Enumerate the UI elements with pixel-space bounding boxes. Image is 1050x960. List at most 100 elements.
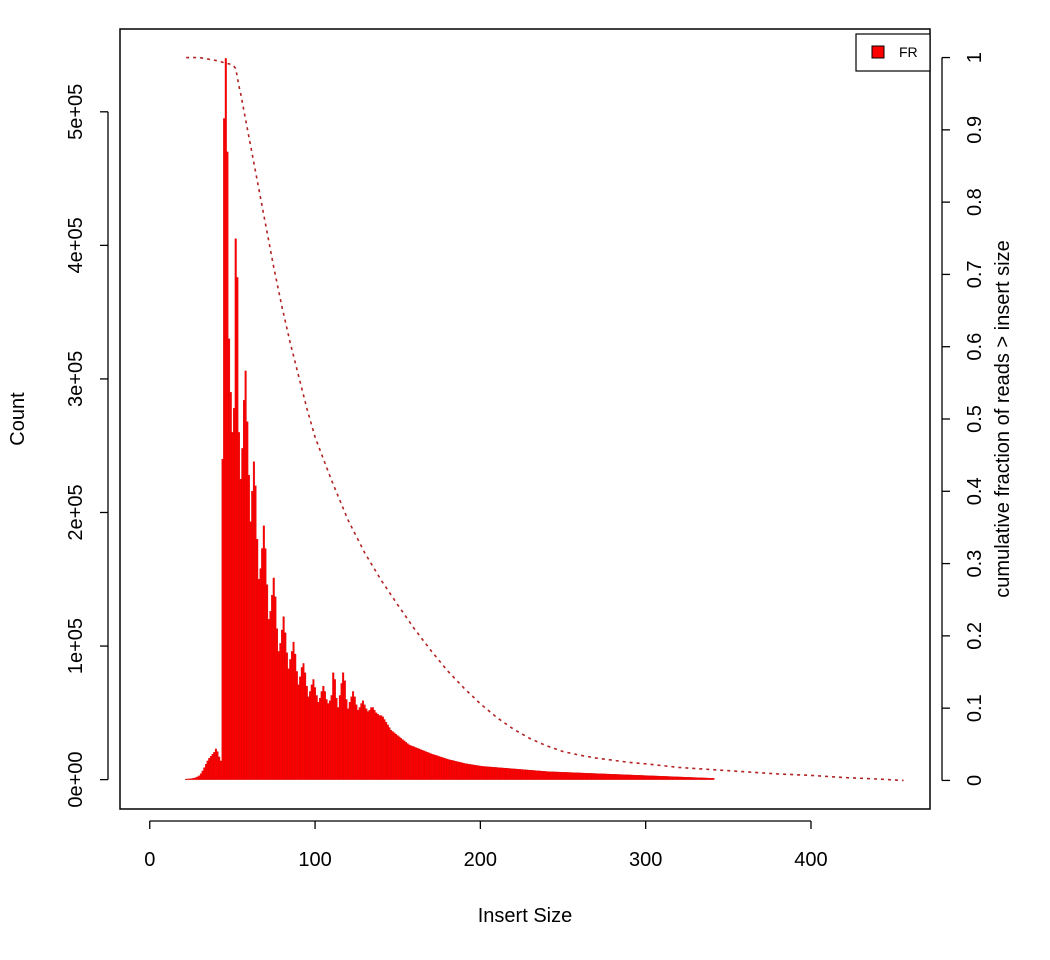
histogram-bar bbox=[469, 764, 472, 780]
histogram-bar bbox=[236, 277, 239, 780]
histogram-bar bbox=[333, 679, 336, 780]
histogram-bar bbox=[676, 776, 679, 780]
histogram-bar bbox=[522, 769, 525, 780]
histogram-bar bbox=[464, 763, 467, 780]
histogram-bar bbox=[400, 738, 402, 780]
histogram-bar bbox=[401, 739, 404, 780]
histogram-bar bbox=[571, 772, 574, 780]
histogram-bar bbox=[213, 752, 216, 780]
histogram-bar bbox=[547, 771, 550, 780]
y2-tick-label: 0.4 bbox=[964, 477, 986, 505]
histogram-bar bbox=[393, 732, 396, 780]
histogram-bar bbox=[299, 676, 302, 780]
histogram-bar bbox=[423, 750, 426, 780]
histogram-bar bbox=[662, 776, 665, 780]
histogram-bar bbox=[216, 751, 219, 780]
histogram-bar bbox=[314, 687, 317, 780]
histogram-bar bbox=[690, 777, 693, 780]
histogram-bar bbox=[479, 765, 482, 780]
histogram-bar bbox=[319, 697, 321, 780]
histogram-bar bbox=[524, 769, 526, 780]
y-tick-label: 3e+05 bbox=[65, 351, 87, 407]
histogram-bar bbox=[404, 742, 407, 780]
histogram-bar bbox=[378, 715, 381, 780]
histogram-bar bbox=[509, 768, 512, 780]
histogram-bar bbox=[322, 685, 325, 780]
histogram-bar bbox=[565, 772, 568, 780]
histogram-bar bbox=[657, 775, 660, 780]
y-tick-label: 2e+05 bbox=[65, 484, 87, 540]
histogram-bar bbox=[459, 762, 462, 780]
histogram-bar bbox=[492, 767, 495, 780]
histogram-bar bbox=[596, 773, 599, 780]
histogram-bar bbox=[449, 759, 452, 780]
histogram-bar bbox=[489, 766, 492, 780]
histogram-bar bbox=[289, 659, 292, 780]
histogram-bar bbox=[552, 771, 555, 780]
histogram-bar bbox=[560, 771, 563, 780]
histogram-bar bbox=[416, 748, 419, 780]
x-tick-label: 0 bbox=[144, 849, 155, 871]
histogram-bar bbox=[586, 773, 589, 780]
histogram-bar bbox=[624, 774, 627, 780]
histogram-bar bbox=[581, 772, 584, 780]
histogram-bar bbox=[446, 758, 449, 780]
histogram-bar bbox=[274, 596, 277, 780]
y-axis-title: Count bbox=[7, 392, 29, 446]
histogram-bar bbox=[651, 775, 654, 780]
histogram-bar bbox=[206, 760, 209, 780]
histogram-bar bbox=[636, 775, 639, 780]
histogram-bar bbox=[648, 775, 650, 780]
histogram-bar bbox=[591, 773, 594, 780]
histogram-bar bbox=[537, 770, 540, 780]
histogram-bar bbox=[500, 767, 503, 780]
x-axis-title: Insert Size bbox=[478, 905, 572, 927]
histogram-bar bbox=[614, 774, 617, 780]
histogram-bar bbox=[485, 766, 488, 780]
y-axis-right: 0 0.1 0.2 0.3 0.4 0.5 0.6 0.7 0.8 0.9 1 bbox=[941, 52, 986, 786]
histogram-bar bbox=[300, 667, 303, 780]
histogram-bar bbox=[456, 761, 459, 780]
histogram-bar bbox=[366, 711, 369, 780]
x-axis: 0 100 200 300 400 bbox=[144, 820, 828, 871]
histogram-bar bbox=[340, 683, 343, 780]
histogram-bar bbox=[403, 740, 406, 780]
histogram-bar bbox=[629, 774, 632, 780]
histogram-bar bbox=[621, 774, 624, 780]
histogram-bar bbox=[601, 773, 604, 780]
histogram-bar bbox=[643, 775, 645, 780]
histogram-bar bbox=[628, 774, 631, 780]
histogram-bar bbox=[305, 685, 308, 780]
histogram-bar bbox=[193, 777, 196, 780]
histogram-bar bbox=[363, 704, 366, 780]
histogram-bar bbox=[619, 774, 622, 780]
histogram-bar bbox=[418, 748, 421, 780]
histogram-bar bbox=[633, 774, 636, 780]
histogram-bar bbox=[567, 772, 569, 780]
histogram-bar bbox=[512, 768, 515, 780]
histogram-bar bbox=[428, 752, 431, 780]
histogram-bar bbox=[519, 769, 522, 780]
histogram-bar bbox=[204, 764, 207, 780]
histogram-bar bbox=[538, 770, 541, 780]
histogram-bar bbox=[692, 777, 695, 780]
histogram-bar bbox=[370, 707, 373, 780]
histogram-bar bbox=[585, 772, 588, 780]
histogram-bar bbox=[408, 744, 411, 780]
histogram-bar bbox=[682, 776, 685, 780]
legend-box bbox=[855, 33, 931, 72]
histogram-bar bbox=[608, 773, 611, 780]
histogram-bar bbox=[266, 584, 269, 780]
histogram-bar bbox=[224, 58, 227, 780]
histogram-bar bbox=[563, 772, 566, 780]
histogram-bar bbox=[241, 448, 244, 780]
histogram-bar bbox=[639, 775, 642, 780]
histogram-bar bbox=[705, 777, 708, 780]
histogram-bar bbox=[386, 724, 389, 780]
histogram-bar bbox=[304, 672, 307, 780]
histogram-bar bbox=[277, 651, 280, 780]
histogram-bar bbox=[343, 680, 346, 780]
histogram-bar bbox=[466, 763, 469, 780]
histogram-bar bbox=[517, 769, 520, 780]
histogram-bar bbox=[656, 775, 659, 780]
